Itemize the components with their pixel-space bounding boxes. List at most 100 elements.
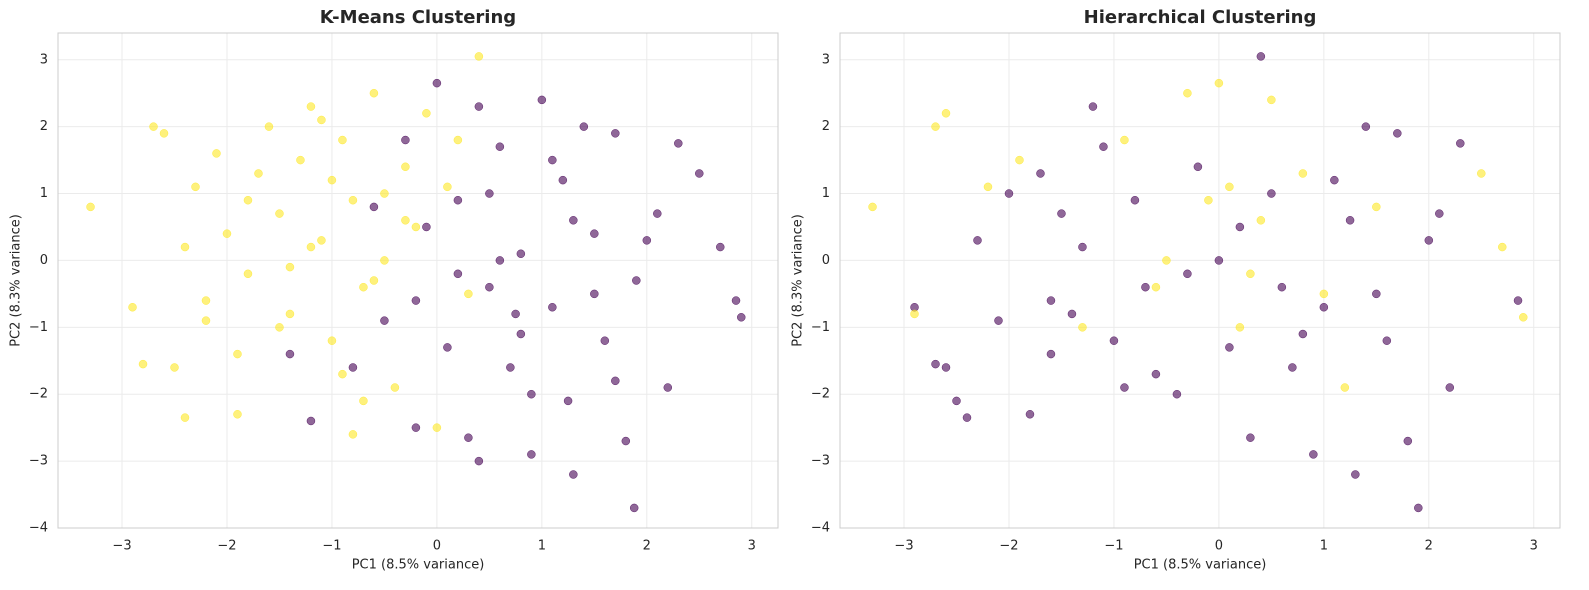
y-tick-label: −3: [811, 454, 830, 469]
scatter-point: [569, 470, 578, 479]
scatter-point: [359, 282, 368, 292]
scatter-point: [579, 122, 589, 131]
scatter-point: [243, 269, 253, 279]
x-tick-label: 1: [1320, 539, 1328, 554]
scatter-point: [1162, 256, 1171, 265]
scatter-point: [170, 363, 179, 372]
scatter-point: [1519, 313, 1528, 322]
axes-frame: [839, 32, 1561, 529]
scatter-point: [1046, 349, 1056, 359]
scatter-point: [1330, 175, 1339, 185]
scatter-point: [1513, 296, 1523, 305]
scatter-point: [180, 242, 190, 252]
scatter-point: [1345, 216, 1355, 225]
scatter-point: [380, 316, 389, 325]
scatter-point: [1319, 289, 1329, 299]
scatter-point: [1120, 135, 1129, 145]
chart-title: K-Means Clustering: [320, 7, 516, 28]
x-axis-label: PC1 (8.5% variance): [352, 558, 485, 573]
scatter-point: [590, 229, 599, 238]
scatter-point: [600, 336, 610, 345]
scatter-point: [548, 155, 557, 165]
scatter-point: [1151, 369, 1161, 379]
scatter-point: [348, 430, 358, 439]
chart-title: Hierarchical Clustering: [1084, 7, 1317, 28]
scatter-point: [563, 396, 573, 406]
scatter-point: [629, 503, 639, 513]
y-axis-label: PC2 (8.3% variance): [791, 214, 806, 347]
scatter-point: [962, 413, 972, 422]
scatter-point: [149, 122, 158, 131]
scatter-point: [590, 289, 599, 299]
y-tick-label: 2: [40, 119, 48, 134]
scatter-point: [264, 122, 274, 131]
scatter-point: [327, 175, 337, 185]
scatter-point: [369, 88, 379, 98]
scatter-point: [1172, 389, 1182, 399]
scatter-point: [285, 262, 295, 272]
x-tick-label: 3: [1530, 539, 1538, 554]
y-tick-label: −4: [29, 521, 48, 536]
scatter-point: [401, 135, 410, 145]
scatter-point: [1078, 242, 1087, 252]
y-tick-label: 1: [40, 186, 48, 201]
scatter-point: [973, 236, 982, 245]
scatter-point: [222, 229, 232, 238]
scatter-point: [1340, 383, 1350, 392]
scatter-point: [1078, 323, 1087, 332]
scatter-point: [910, 309, 919, 319]
scatter-point: [1225, 343, 1234, 352]
scatter-point: [952, 396, 961, 406]
scatter-point: [1403, 436, 1413, 446]
scatter-point: [306, 416, 316, 426]
scatter-point: [390, 383, 400, 392]
scatter-point: [1382, 336, 1392, 345]
scatter-point: [1435, 209, 1444, 218]
scatter-point: [731, 296, 741, 305]
scatter-point: [506, 363, 515, 372]
scatter-point: [1036, 169, 1045, 178]
scatter-point: [1298, 329, 1308, 339]
scatter-point: [941, 363, 951, 372]
scatter-point: [275, 323, 284, 332]
scatter-point: [611, 129, 620, 138]
scatter-point: [1183, 269, 1192, 279]
scatter-point: [1393, 129, 1402, 138]
scatter-point: [1204, 195, 1213, 205]
scatter-point: [516, 329, 526, 339]
scatter-point: [233, 410, 242, 419]
x-tick-label: 3: [748, 539, 756, 554]
scatter-point: [511, 309, 520, 319]
scatter-point: [1298, 169, 1308, 178]
scatter-point: [474, 52, 484, 61]
scatter-point: [1067, 309, 1077, 319]
scatter-point: [1288, 363, 1297, 372]
scatter-point: [411, 222, 421, 232]
scatter-point: [327, 336, 337, 345]
scatter-point: [317, 115, 326, 125]
scatter-point: [1445, 383, 1455, 392]
scatter-point: [569, 216, 578, 225]
scatter-point: [474, 456, 484, 466]
scatter-point: [1235, 323, 1245, 332]
x-tick-label: 1: [538, 539, 546, 554]
scatter-point: [422, 109, 431, 118]
scatter-point: [1456, 139, 1465, 148]
scatter-point: [495, 142, 505, 151]
scatter-point: [1267, 189, 1276, 198]
scatter-point: [1183, 88, 1192, 98]
y-tick-label: −2: [811, 387, 830, 402]
x-axis-label: PC1 (8.5% variance): [1134, 558, 1267, 573]
scatter-point: [663, 383, 673, 392]
scatter-point: [443, 343, 452, 352]
scatter-point: [1151, 282, 1161, 292]
scatter-point: [411, 423, 421, 432]
scatter-point: [1109, 336, 1119, 345]
scatter-point: [994, 316, 1003, 325]
scatter-point: [464, 289, 473, 299]
scatter-point: [941, 109, 951, 118]
scatter-point: [296, 155, 305, 165]
y-tick-label: 3: [822, 52, 830, 67]
x-tick-label: −2: [999, 539, 1018, 554]
